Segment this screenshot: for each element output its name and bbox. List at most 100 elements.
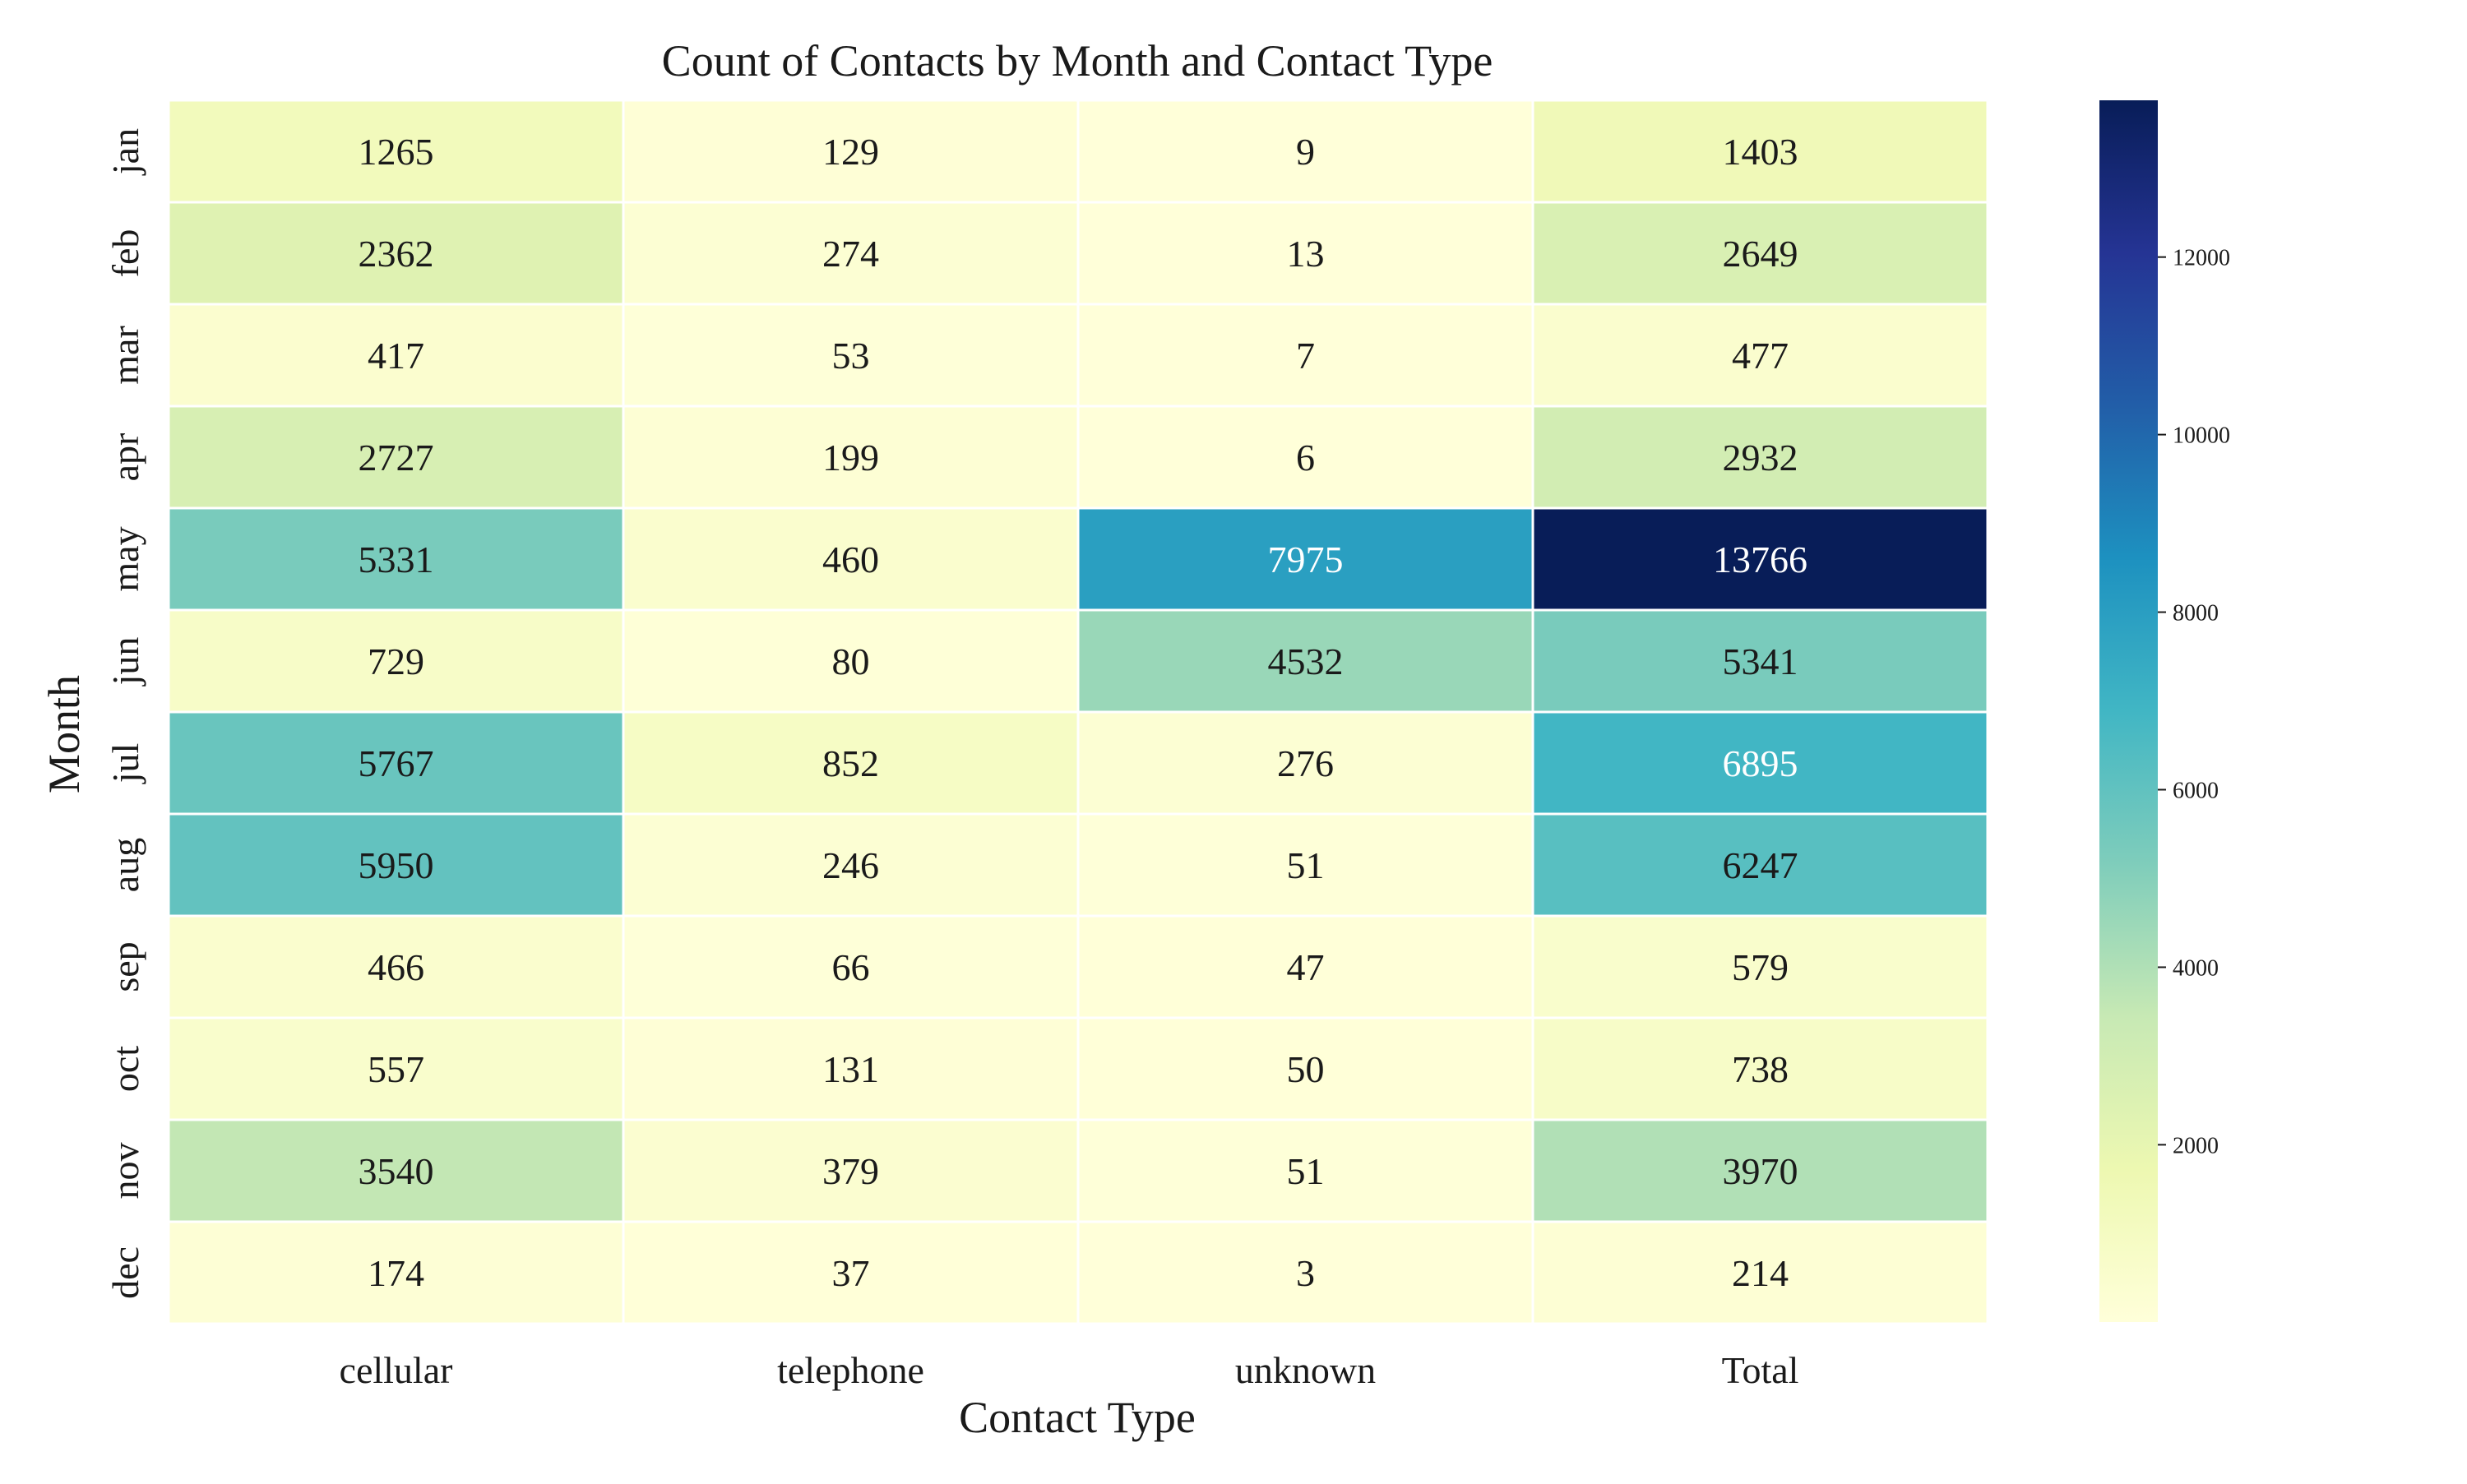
heatmap-cell (1531, 710, 1989, 816)
heatmap-cell (1076, 608, 1534, 714)
cell-value-label: 9 (1296, 131, 1315, 173)
y-tick-label: dec (104, 1246, 146, 1299)
y-tick-label: apr (104, 433, 146, 482)
x-tick-label: Total (1722, 1349, 1799, 1391)
heatmap-cell (622, 405, 1080, 510)
y-tick-label: jul (104, 743, 146, 785)
heatmap-cell (1076, 99, 1534, 204)
cell-value-label: 6 (1296, 437, 1315, 478)
cell-value-label: 5767 (359, 742, 434, 784)
cell-value-label: 477 (1732, 335, 1789, 377)
cell-value-label: 6247 (1723, 844, 1798, 886)
cell-value-label: 174 (368, 1252, 424, 1294)
heatmap-cell (622, 1220, 1080, 1325)
colorbar-tick-label: 12000 (2173, 246, 2230, 271)
cell-value-label: 466 (368, 946, 424, 988)
cell-value-label: 557 (368, 1048, 424, 1090)
cell-value-label: 276 (1277, 742, 1334, 784)
cell-value-label: 47 (1287, 946, 1325, 988)
cell-value-label: 7 (1296, 335, 1315, 377)
cell-value-label: 2649 (1723, 233, 1798, 275)
cell-value-label: 579 (1732, 946, 1789, 988)
heatmap-cell (622, 99, 1080, 204)
heatmap-cell (167, 608, 625, 714)
cell-value-label: 3 (1296, 1252, 1315, 1294)
heatmap-cell (1531, 303, 1989, 408)
cell-value-label: 5341 (1723, 640, 1798, 682)
cell-value-label: 5950 (359, 844, 434, 886)
y-tick-label: sep (104, 941, 146, 992)
cell-value-label: 246 (822, 844, 879, 886)
cell-value-label: 4532 (1268, 640, 1344, 682)
cell-value-label: 13766 (1713, 539, 1807, 580)
x-tick-label: unknown (1235, 1349, 1376, 1391)
cell-value-label: 131 (822, 1048, 879, 1090)
heatmap-cell (1531, 99, 1989, 204)
x-tick-label: telephone (777, 1349, 924, 1391)
cell-value-label: 417 (368, 335, 424, 377)
y-tick-label: mar (104, 326, 146, 385)
cell-value-label: 2727 (359, 437, 434, 478)
heatmap-cell (167, 1220, 625, 1325)
y-tick-label: feb (104, 229, 146, 278)
cell-value-label: 66 (832, 946, 870, 988)
colorbar-tick-label: 4000 (2173, 955, 2219, 981)
y-tick-label: may (104, 526, 146, 591)
cell-value-label: 6895 (1723, 742, 1798, 784)
heatmap-cell (167, 1016, 625, 1121)
y-tick-label: aug (104, 838, 146, 892)
heatmap-cell (167, 506, 625, 612)
cell-value-label: 3970 (1723, 1150, 1798, 1192)
heatmap-cell (1531, 201, 1989, 306)
heatmap-cell (1076, 710, 1534, 816)
heatmap-cell (1076, 812, 1534, 918)
colorbar: 2000 4000 6000 8000 10000 12000 (2099, 100, 2230, 1322)
heatmap-cell (1531, 1016, 1989, 1121)
chart-title: Count of Contacts by Month and Contact T… (662, 36, 1493, 86)
cell-value-label: 852 (822, 742, 879, 784)
heatmap-cell (622, 1016, 1080, 1121)
y-tick-label: jan (104, 128, 146, 176)
heatmap-ticks: cellular telephone unknown Total jan feb mar ap… (104, 128, 1798, 1391)
cell-value-label: 460 (822, 539, 879, 580)
cell-value-label: 7975 (1268, 539, 1344, 580)
y-tick-label: jun (104, 637, 146, 687)
colorbar-tick-label: 10000 (2173, 423, 2230, 449)
heatmap-cell (1531, 608, 1989, 714)
cell-value-label: 51 (1287, 1150, 1325, 1192)
heatmap-cell (622, 201, 1080, 306)
heatmap-cell (1076, 1220, 1534, 1325)
heatmap-cell (1531, 1220, 1989, 1325)
heatmap-cell (622, 1118, 1080, 1223)
cell-value-label: 80 (832, 640, 870, 682)
heatmap-cell (1076, 1016, 1534, 1121)
cell-value-label: 37 (832, 1252, 870, 1294)
cell-value-label: 199 (822, 437, 879, 478)
cell-value-label: 13 (1287, 233, 1325, 275)
cell-value-label: 1403 (1723, 131, 1798, 173)
heatmap-cell (1531, 405, 1989, 510)
heatmap-cell (1531, 914, 1989, 1019)
heatmap-cell (1531, 1118, 1989, 1223)
cell-value-label: 379 (822, 1150, 879, 1192)
cell-value-label: 1265 (359, 131, 434, 173)
cell-value-label: 274 (822, 233, 879, 275)
cell-value-label: 53 (832, 335, 870, 377)
cell-value-label: 51 (1287, 844, 1325, 886)
cell-value-label: 2932 (1723, 437, 1798, 478)
colorbar-tick-label: 2000 (2173, 1133, 2219, 1158)
x-axis-label: Contact Type (959, 1393, 1196, 1442)
y-tick-label: nov (104, 1143, 146, 1200)
heatmap-cell (1076, 506, 1534, 612)
heatmap-cell (167, 99, 625, 204)
cell-value-label: 129 (822, 131, 879, 173)
heatmap-cell (167, 710, 625, 816)
cell-value-label: 5331 (359, 539, 434, 580)
cell-value-label: 214 (1732, 1252, 1789, 1294)
y-tick-label: oct (104, 1046, 146, 1092)
heatmap-cell (1076, 1118, 1534, 1223)
cell-value-label: 3540 (359, 1150, 434, 1192)
y-axis-label: Month (39, 675, 89, 793)
